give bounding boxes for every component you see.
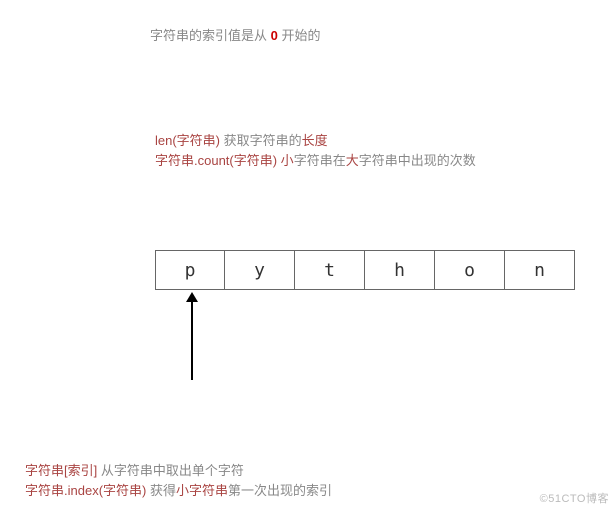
- desc-len-mid: 获取字符串的: [220, 133, 302, 148]
- title-pre: 字符串的索引值是从: [150, 28, 271, 43]
- arrow-shaft: [191, 302, 193, 380]
- char-cell: p: [155, 250, 225, 290]
- desc-index-em: 小字符串: [176, 483, 228, 498]
- desc-index-mid1: 获得: [146, 483, 176, 498]
- desc-len-em: 长度: [302, 133, 328, 148]
- char-cell: y: [225, 250, 295, 290]
- char-cell: h: [365, 250, 435, 290]
- char-cell: t: [295, 250, 365, 290]
- desc-index-method: 字符串.index(字符串) 获得小字符串第一次出现的索引: [25, 480, 332, 499]
- desc-count-mid1: 字符串在: [294, 153, 346, 168]
- desc-len: len(字符串) 获取字符串的长度: [155, 130, 328, 149]
- desc-index-fn: 字符串.index(字符串): [25, 483, 146, 498]
- index-arrow: [186, 292, 198, 380]
- title-post: 开始的: [278, 28, 321, 43]
- title-line: 字符串的索引值是从 0 开始的: [150, 25, 320, 44]
- desc-len-fn: len(字符串): [155, 133, 220, 148]
- desc-count-mid2: 字符串中出现的次数: [359, 153, 476, 168]
- char-cell: n: [505, 250, 575, 290]
- char-cell: o: [435, 250, 505, 290]
- desc-index-mid2: 第一次出现的索引: [228, 483, 332, 498]
- desc-count-em: 大: [346, 153, 359, 168]
- desc-idx-body: 从字符串中取出单个字符: [97, 463, 244, 478]
- desc-count-fn: 字符串.count(字符串) 小: [155, 153, 294, 168]
- char-table: python: [155, 250, 575, 290]
- desc-idx-fn: 字符串[索引]: [25, 463, 97, 478]
- desc-count: 字符串.count(字符串) 小字符串在大字符串中出现的次数: [155, 150, 476, 169]
- watermark: ©51CTO博客: [540, 490, 609, 506]
- arrowhead-icon: [186, 292, 198, 302]
- desc-index-bracket: 字符串[索引] 从字符串中取出单个字符: [25, 460, 244, 479]
- title-zero: 0: [271, 28, 278, 43]
